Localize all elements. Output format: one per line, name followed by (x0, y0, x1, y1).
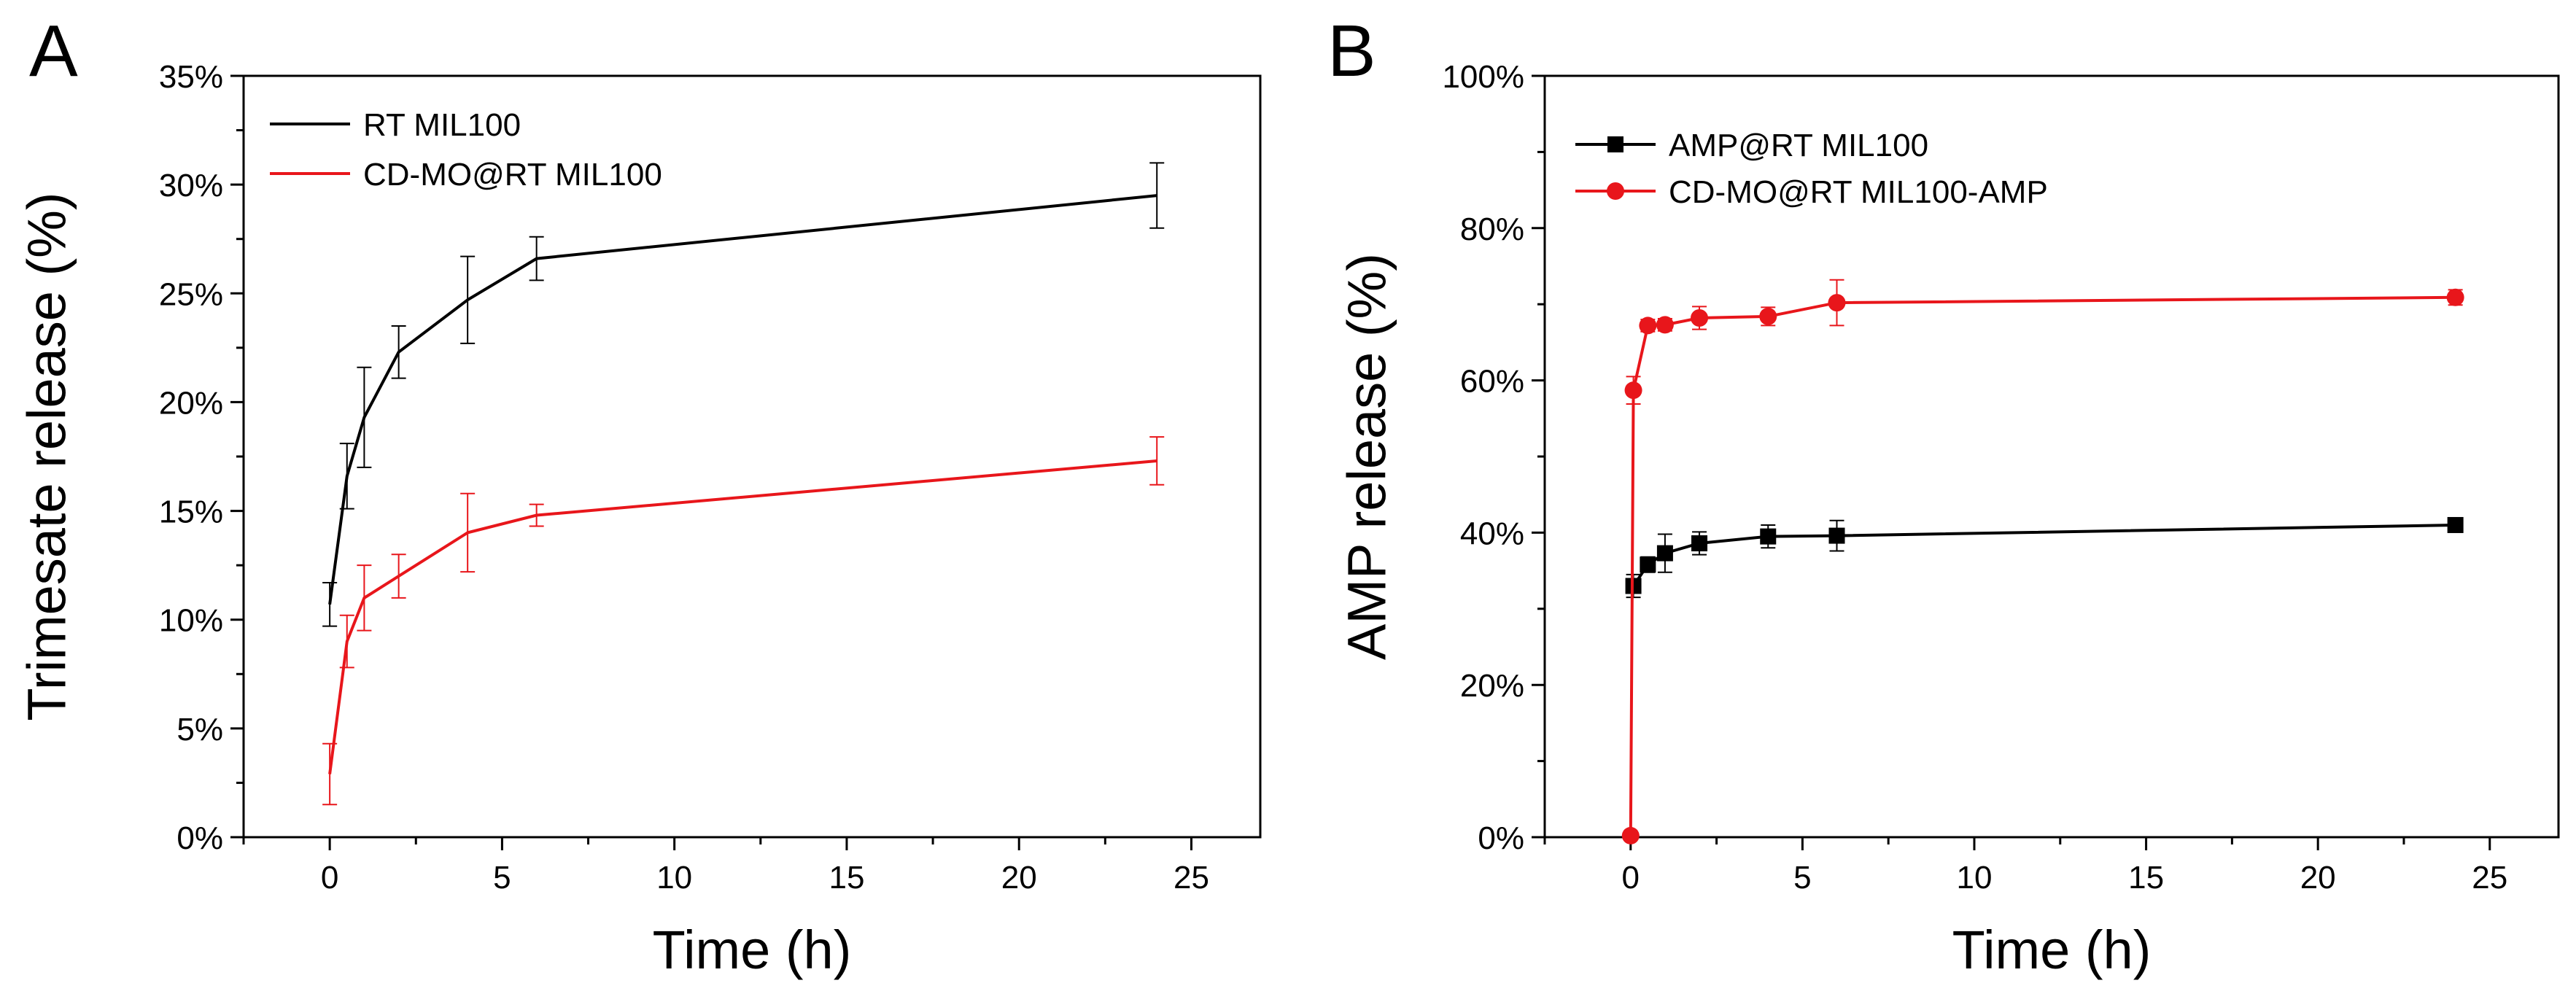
panel-letter: B (1327, 10, 1376, 92)
legend-label: CD-MO@RT MIL100 (363, 157, 662, 193)
x-tick-label: 25 (1173, 860, 1209, 896)
x-tick-label: 20 (2300, 860, 2336, 896)
x-tick-label: 0 (321, 860, 338, 896)
y-axis-title: AMP release (%) (1337, 253, 1397, 660)
y-tick-label: 20% (1460, 668, 1524, 704)
series-1 (322, 162, 1165, 627)
y-tick-label: 60% (1460, 364, 1524, 400)
legend-label: RT MIL100 (363, 107, 521, 143)
data-point (1828, 294, 1846, 312)
legend: RT MIL100 CD-MO@RT MIL100 (270, 107, 662, 193)
data-point (1691, 535, 1708, 552)
x-tick-label: 15 (829, 860, 864, 896)
y-tick-label: 20% (159, 385, 223, 421)
data-point (1640, 556, 1656, 573)
legend-marker (1607, 136, 1623, 152)
y-tick-label: 0% (1478, 820, 1524, 856)
data-point (1760, 528, 1777, 545)
series-line (1629, 295, 2456, 836)
data-point (2447, 516, 2464, 533)
data-point (1621, 826, 1640, 844)
series-line (328, 459, 1157, 774)
panel-b: B 0 5 10 15 20 25 0% 20% 40% 60% 80% 100% Time (h) AMP… (1327, 10, 2560, 980)
series-2 (1621, 279, 2464, 844)
legend-label: CD-MO@RT MIL100-AMP (1669, 174, 2048, 210)
x-tick-label: 10 (1957, 860, 1993, 896)
y-tick-label: 30% (159, 168, 223, 203)
series-1 (1625, 516, 2464, 599)
legend: AMP@RT MIL100 CD-MO@RT MIL100-AMP (1575, 128, 2048, 210)
x-tick-label: 5 (1793, 860, 1811, 896)
x-axis-title: Time (h) (1952, 920, 2152, 980)
legend-marker (1607, 182, 1624, 200)
data-point (1691, 308, 1709, 327)
y-tick-label: 25% (159, 276, 223, 312)
data-point (1828, 527, 1845, 544)
data-point (2446, 288, 2464, 306)
x-tick-label: 20 (1001, 860, 1037, 896)
data-point (1624, 381, 1642, 400)
panel-a: A 0 5 10 15 20 25 0% 5% 10% 15% 20% 25% 30% 35% Time (h… (17, 10, 1262, 980)
x-tick-label: 0 (1622, 860, 1640, 896)
data-point (1656, 545, 1673, 562)
y-tick-label: 15% (159, 494, 223, 530)
y-axis-title: Trimesate release (%) (17, 192, 77, 721)
series-line (1632, 524, 2456, 587)
x-tick-label: 15 (2128, 860, 2164, 896)
data-point (1639, 316, 1657, 335)
data-point (1656, 316, 1674, 334)
x-tick-label: 25 (2472, 860, 2507, 896)
x-tick-label: 5 (493, 860, 511, 896)
series-2 (322, 436, 1165, 806)
y-tick-label: 0% (176, 820, 223, 856)
x-axis-title: Time (h) (653, 920, 852, 980)
legend-label: AMP@RT MIL100 (1669, 128, 1928, 163)
y-tick-label: 100% (1442, 59, 1524, 95)
data-point (1759, 307, 1777, 325)
panel-letter: A (29, 10, 78, 92)
y-tick-label: 35% (159, 59, 223, 95)
y-tick-label: 40% (1460, 516, 1524, 551)
y-tick-label: 10% (159, 603, 223, 639)
y-tick-label: 80% (1460, 211, 1524, 247)
y-tick-label: 5% (176, 712, 223, 747)
x-tick-label: 10 (656, 860, 692, 896)
